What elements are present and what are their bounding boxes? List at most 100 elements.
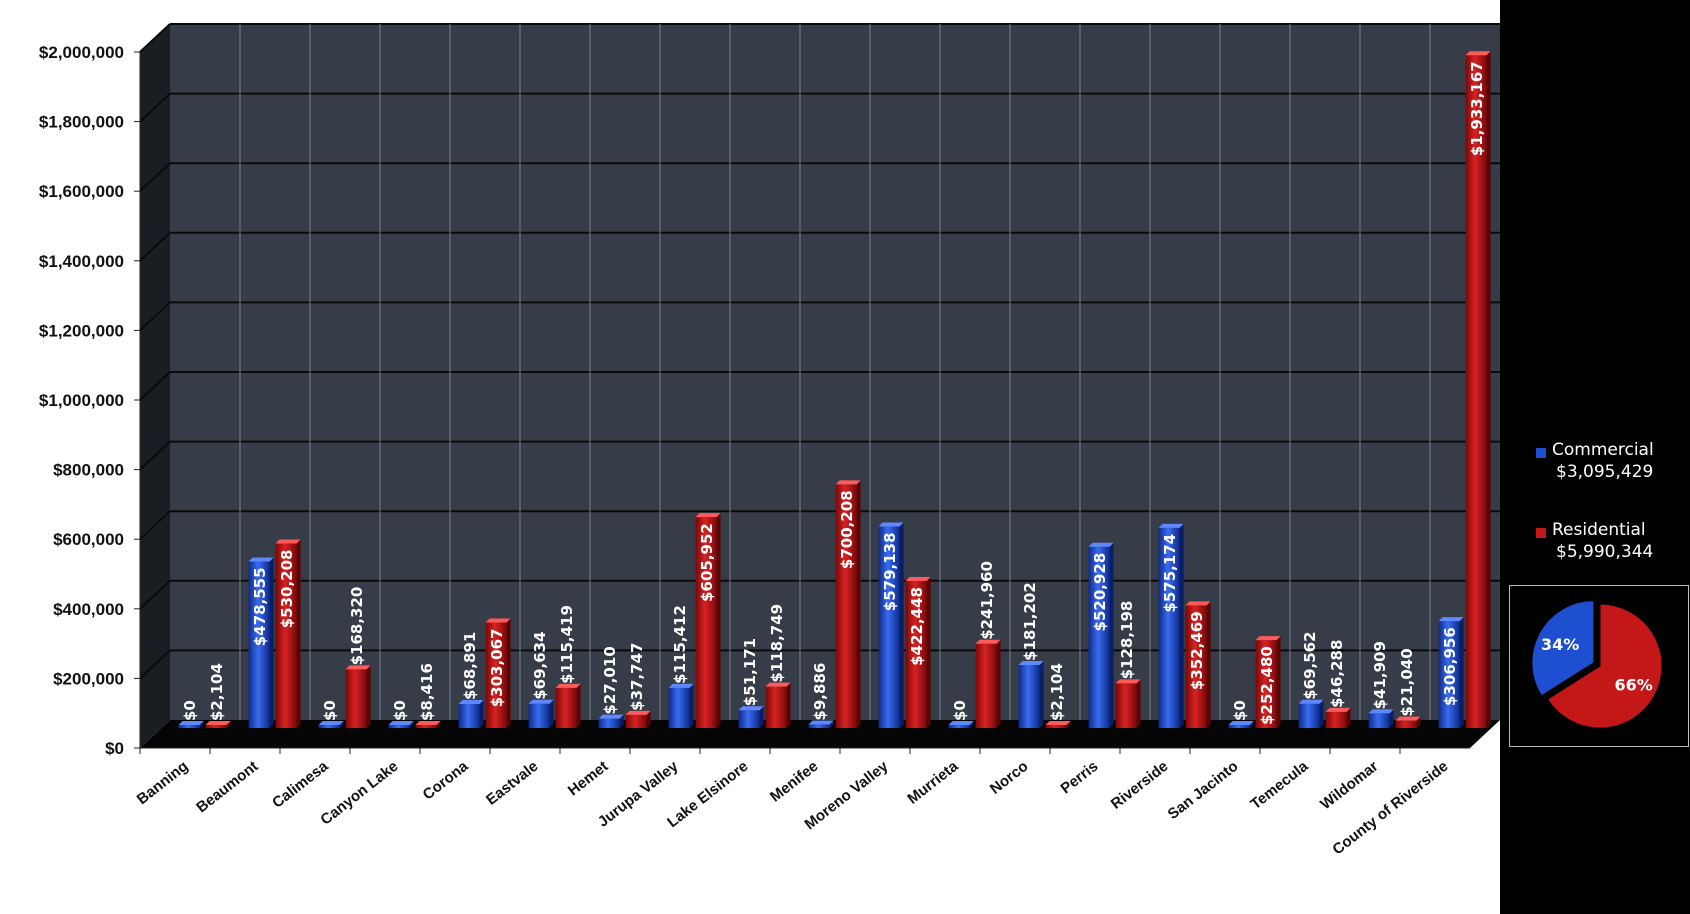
bar-side-residential (1346, 707, 1351, 728)
x-tick-label: Murrieta (904, 757, 962, 807)
data-label-residential: $2,104 (1048, 663, 1066, 721)
x-tick-label: Beaumont (193, 758, 261, 817)
bar-residential (1255, 640, 1277, 728)
x-tick-label: Temecula (1247, 757, 1312, 813)
bar-side-commercial (199, 721, 204, 728)
x-tick-label: County of Riverside (1329, 758, 1451, 859)
bar-side-residential (1066, 721, 1071, 728)
data-label-residential: $700,208 (838, 490, 856, 569)
bar-side-residential (506, 618, 511, 728)
chart-legend: Commercial $3,095,429 Residential $5,990… (1510, 440, 1690, 600)
bar-top-commercial (738, 706, 764, 711)
data-label-residential: $241,960 (978, 561, 996, 640)
x-tick-label: Calimesa (269, 757, 332, 811)
bar-commercial (458, 704, 480, 728)
bar-commercial (948, 725, 970, 728)
legend-swatch-residential (1536, 528, 1546, 538)
bar-side-commercial (1039, 660, 1044, 728)
bar-residential (1465, 55, 1487, 729)
bar-commercial (1368, 713, 1390, 728)
data-label-residential: $128,198 (1118, 601, 1136, 680)
x-tick-label: Menifee (767, 758, 821, 806)
pie-chart-box: 66% 34% (1509, 585, 1689, 747)
bar-commercial (1298, 703, 1320, 728)
x-tick-label: Wildomar (1317, 758, 1381, 813)
y-tick-label: $200,000 (53, 669, 124, 688)
legend-total-commercial: $3,095,429 (1556, 462, 1654, 482)
data-label-residential: $21,040 (1398, 648, 1416, 716)
bar-side-commercial (409, 721, 414, 728)
x-tick-label: Perris (1057, 758, 1101, 798)
data-label-residential: $118,749 (768, 604, 786, 683)
pie-label-commercial: 34% (1541, 635, 1579, 654)
bar-top-commercial (1158, 523, 1184, 528)
y-tick-label: $2,000,000 (39, 43, 124, 62)
data-label-commercial: $0 (321, 700, 339, 721)
x-tick-label: Hemet (565, 758, 612, 800)
bar-residential (695, 517, 717, 728)
bar-residential (345, 669, 367, 728)
bar-residential (275, 543, 297, 728)
x-tick-label: Canyon Lake (317, 758, 401, 829)
bar-residential (1185, 605, 1207, 728)
bar-side-commercial (269, 557, 274, 728)
gridline-side (139, 301, 171, 332)
bar-residential (1115, 683, 1137, 728)
bar-side-commercial (1109, 542, 1114, 728)
y-tick-label: $1,600,000 (39, 182, 124, 201)
bar-top-residential (205, 721, 231, 725)
data-label-residential: $530,208 (278, 549, 296, 628)
y-tick-label: $800,000 (53, 461, 124, 480)
bar-residential (205, 725, 227, 728)
bar-side-commercial (549, 699, 554, 728)
data-label-residential: $168,320 (348, 587, 366, 666)
data-label-commercial: $41,909 (1371, 641, 1389, 709)
data-label-commercial: $478,555 (251, 567, 269, 646)
pie-slice-commercial (1531, 600, 1595, 697)
data-label-commercial: $51,171 (741, 638, 759, 706)
bar-side-commercial (899, 522, 904, 728)
bar-top-residential (1325, 707, 1351, 712)
y-tick-label: $1,400,000 (39, 252, 124, 271)
bar-side-residential (926, 576, 931, 728)
bar-top-residential (415, 721, 441, 725)
gridline-side (139, 580, 171, 610)
bar-top-residential (1465, 51, 1491, 56)
data-label-residential: $252,480 (1258, 646, 1276, 725)
x-tick-label: Norco (987, 758, 1032, 798)
y-tick-label: $600,000 (53, 530, 124, 549)
bar-side-commercial (1249, 721, 1254, 728)
data-label-residential: $303,067 (488, 629, 506, 708)
gridline-side (139, 371, 171, 401)
data-label-residential: $422,448 (908, 587, 926, 666)
bar-top-commercial (1228, 721, 1254, 725)
bar-side-commercial (1319, 699, 1324, 728)
bar-top-commercial (458, 700, 484, 705)
bar-top-commercial (948, 721, 974, 725)
bar-residential (835, 484, 857, 728)
x-tick-label: Riverside (1108, 758, 1172, 813)
legend-label-residential: Residential (1552, 520, 1646, 540)
bar-top-commercial (178, 721, 204, 725)
data-label-commercial: $306,956 (1441, 627, 1459, 706)
data-label-commercial: $9,886 (811, 663, 829, 721)
bar-commercial (178, 725, 200, 728)
bar-side-residential (1206, 601, 1211, 728)
x-tick-label: Eastvale (483, 758, 541, 809)
y-tick-label: $1,000,000 (39, 391, 124, 410)
bar-top-residential (1045, 721, 1071, 725)
legend-total-residential: $5,990,344 (1556, 542, 1654, 562)
gridline-side (139, 232, 171, 262)
bar-side-commercial (619, 714, 624, 728)
bar-commercial (598, 718, 620, 728)
bar-side-commercial (969, 721, 974, 728)
bar-side-residential (856, 480, 861, 728)
legend-item-commercial: Commercial $3,095,429 (1510, 440, 1690, 520)
bar-side-residential (1416, 716, 1421, 728)
bar-side-commercial (1389, 709, 1394, 728)
pie-label-residential: 66% (1615, 676, 1653, 695)
legend-item-residential: Residential $5,990,344 (1510, 520, 1690, 600)
chart-panel: $0 $2,104 $478,555 $530,208 $0 $168,320 $0 $8,4… (0, 0, 1500, 914)
gridline-side (139, 440, 171, 471)
bar-side-residential (226, 721, 231, 728)
